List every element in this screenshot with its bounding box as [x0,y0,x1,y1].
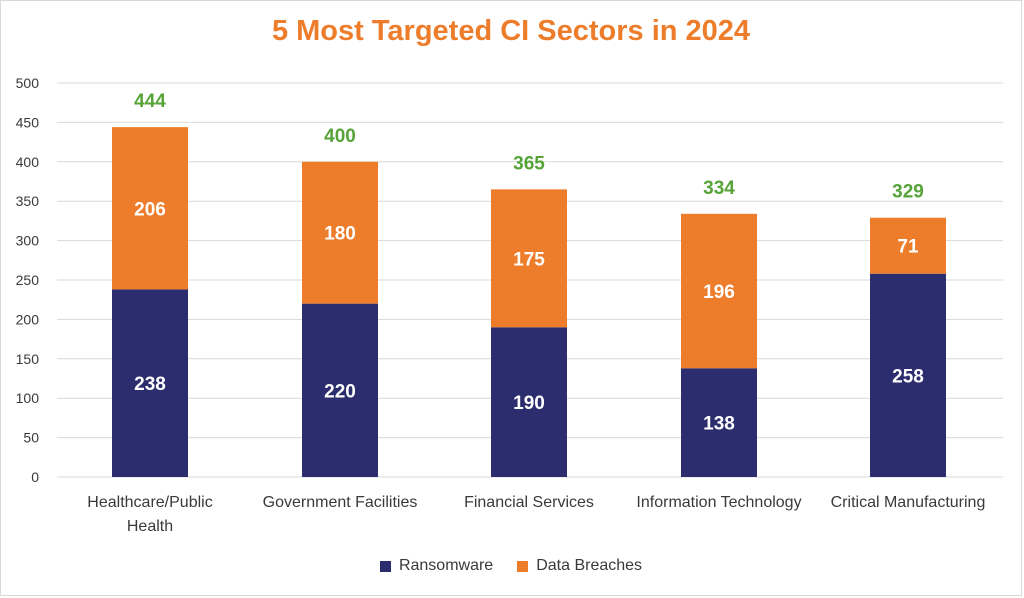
bar-segment [681,368,757,477]
bar-segment [302,161,378,304]
bar-segment [112,127,188,290]
legend-item-data-breaches: Data Breaches [517,557,642,575]
data-label: 258 [892,366,924,387]
total-label: 400 [324,126,356,147]
y-tick-label: 300 [16,233,40,249]
y-tick-label: 0 [31,469,39,485]
bar-segment [681,213,757,369]
data-label: 206 [134,199,166,220]
total-label: 444 [134,91,166,112]
y-tick-label: 400 [16,154,40,170]
legend-label-ransomware: Ransomware [398,557,494,574]
y-tick-label: 50 [23,430,39,446]
data-label: 71 [897,237,919,258]
bar-segment [112,289,188,477]
data-label: 220 [324,381,356,402]
x-tick-label: Financial Services [464,494,594,511]
data-label: 175 [513,249,545,270]
data-label: 180 [324,224,356,245]
x-tick-label: Information Technology [636,494,801,511]
y-tick-label: 250 [16,272,40,288]
x-tick-label: Government Facilities [263,494,418,511]
bar-segment [870,217,946,274]
y-tick-label: 500 [16,75,40,91]
bar-segment [491,189,567,328]
x-tick-label: Healthcare/Public Health [87,494,212,535]
data-label: 190 [513,393,545,414]
legend-swatch-data-breaches [517,560,529,572]
bar-segment [491,327,567,477]
legend-item-ransomware: Ransomware [379,557,494,575]
bar-segment [302,303,378,477]
legend-swatch-ransomware [379,560,391,572]
legend-label-data-breaches: Data Breaches [536,557,643,574]
chart-legend: Ransomware Data Breaches [1,557,1021,575]
x-tick-label: Critical Manufacturing [831,494,986,511]
total-label: 334 [703,178,735,199]
y-tick-label: 100 [16,390,40,406]
total-label: 365 [513,153,545,174]
y-tick-label: 450 [16,114,40,130]
data-label: 196 [703,282,735,303]
bar-segment [870,273,946,477]
total-label: 329 [892,182,924,203]
y-tick-label: 200 [16,311,40,327]
chart-title: 5 Most Targeted CI Sectors in 2024 [271,15,751,47]
y-tick-label: 350 [16,193,40,209]
data-label: 138 [703,414,735,435]
y-tick-label: 150 [16,351,40,367]
data-label: 238 [134,374,166,395]
